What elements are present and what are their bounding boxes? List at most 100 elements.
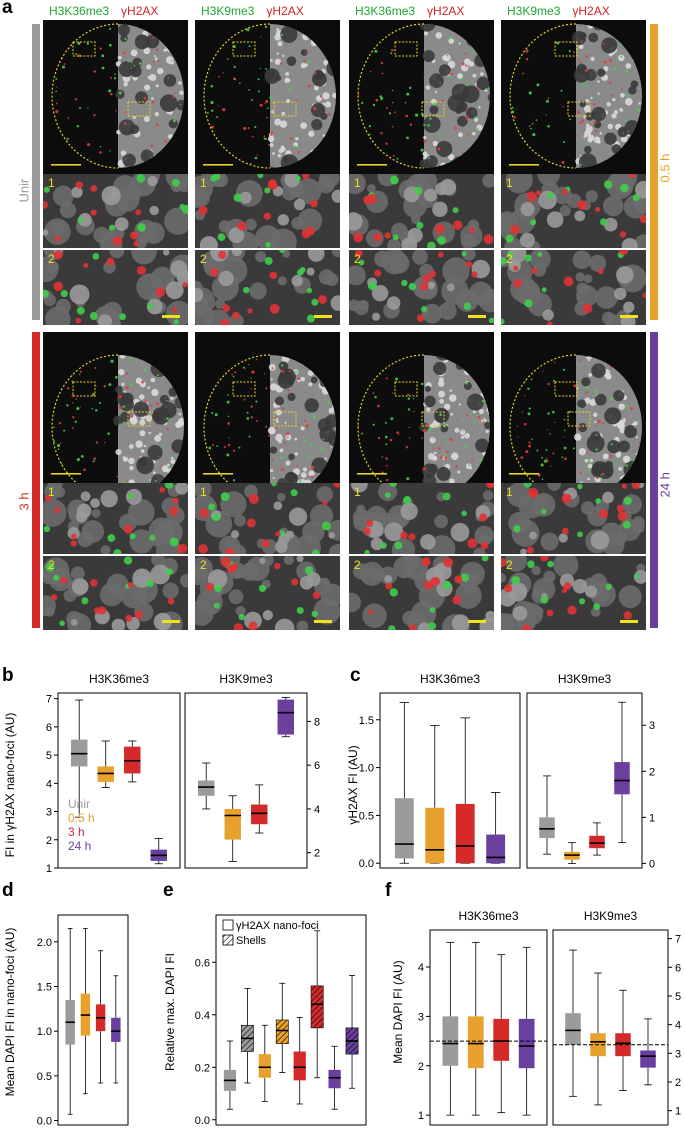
inset-zoom-1: 1 (501, 174, 646, 248)
red-channel-label: γH2AX (266, 4, 304, 18)
inset-zoom-1: 1 (349, 483, 494, 554)
y-tick-label: 0.0 (359, 858, 374, 870)
y-tick-label: 3 (649, 720, 655, 732)
panel-label-a: a (2, 0, 13, 18)
y-tick-label: 0.5 (37, 1071, 52, 1083)
subplot-title: H3K36me3 (420, 672, 480, 686)
inset-zoom-2: 2 (501, 250, 646, 325)
y-tick-label: 0.4 (195, 1010, 210, 1022)
inset-image (43, 250, 188, 325)
box (518, 1018, 535, 1069)
channel-caption: H3K9me3 γH2AX (501, 2, 646, 20)
box (111, 1017, 121, 1042)
y-tick-label: 1 (46, 863, 52, 875)
y-tick-label: 0 (649, 858, 655, 870)
panel-label-c: c (350, 665, 361, 686)
inset-image (195, 556, 340, 630)
y-tick-label: 4 (46, 778, 52, 790)
y-tick-label: 2 (314, 848, 320, 860)
inset-number: 2 (48, 558, 55, 572)
inset-zoom-1: 1 (43, 174, 188, 248)
y-tick-label: 6 (314, 760, 320, 772)
red-channel-label: γH2AX (427, 4, 465, 18)
micrograph-main (501, 332, 646, 483)
micrograph-image (509, 354, 642, 483)
inset-number: 2 (48, 252, 55, 266)
inset-zoom-2: 2 (43, 250, 188, 325)
y-tick-label: 7 (46, 694, 52, 706)
y-tick-label: 1.0 (359, 763, 374, 775)
y-tick-label: 4 (418, 962, 424, 974)
panel-label-d: d (2, 880, 14, 901)
box (455, 803, 475, 864)
inset-number: 1 (48, 176, 55, 190)
box (565, 1013, 581, 1045)
y-tick-label: 2 (418, 1061, 424, 1073)
inset-zoom-1: 1 (195, 174, 340, 248)
subplot-title: H3K36me3 (89, 672, 149, 686)
inset-image (195, 174, 340, 248)
box (293, 1051, 306, 1081)
y-tick-label: 5 (675, 991, 681, 1003)
legend-label: 0.5 h (68, 811, 95, 825)
y-axis-label: FI in γH2AX nano-foci (AU) (3, 713, 17, 858)
y-axis-label: γH2AX FI (AU) (346, 745, 360, 824)
y-tick-label: 0.5 (359, 810, 374, 822)
inset-zoom-2: 2 (195, 250, 340, 325)
y-tick-label: 2 (675, 1077, 681, 1089)
subplot-title: H3K9me3 (558, 672, 612, 686)
micrograph-main: H3K36me3 γH2AX (349, 2, 494, 174)
y-tick-label: 2 (46, 835, 52, 847)
legend-label: Unir (68, 797, 90, 811)
inset-image (501, 556, 646, 630)
micrograph-main: H3K9me3 γH2AX (501, 2, 646, 174)
box (328, 1069, 341, 1089)
y-tick-label: 1 (418, 1110, 424, 1122)
inset-zoom-2: 2 (349, 556, 494, 630)
inset-zoom-2: 2 (501, 556, 646, 630)
inset-zoom-2: 2 (43, 556, 188, 630)
legend-label: γH2AX nano-foci (236, 920, 319, 932)
inset-number: 2 (506, 252, 513, 266)
y-axis-label: Relative max. DAPI FI (163, 953, 177, 1071)
legend-label: 24 h (68, 839, 91, 853)
inset-number: 1 (506, 176, 513, 190)
box (467, 1016, 484, 1069)
y-tick-label: 3 (675, 1048, 681, 1060)
micrograph-image (203, 354, 336, 483)
y-tick-label: 1.0 (37, 1026, 52, 1038)
legend-label: 3 h (68, 825, 85, 839)
box (640, 1050, 656, 1068)
h3-bar (32, 332, 40, 628)
legend-label: Shells (236, 935, 266, 947)
h24-bar (650, 332, 658, 628)
channel-caption: H3K36me3 γH2AX (349, 2, 494, 20)
micrograph-main (43, 332, 188, 483)
inset-zoom-2: 2 (349, 250, 494, 325)
inset-image (349, 174, 494, 248)
legend-swatch-nanofoci (222, 919, 234, 931)
y-tick-label: 1 (649, 812, 655, 824)
channel-caption: H3K36me3 γH2AX (43, 2, 188, 20)
inset-zoom-1: 1 (349, 174, 494, 248)
box (486, 834, 506, 864)
micrograph-image (51, 23, 184, 169)
y-tick-label: 4 (675, 1020, 681, 1032)
inset-image (506, 483, 645, 554)
inset-number: 2 (200, 252, 207, 266)
y-tick-label: 0.0 (195, 1115, 210, 1127)
inset-number: 1 (48, 485, 55, 499)
y-axis-label: Mean DAPI FI (AU) (391, 960, 405, 1063)
inset-image (43, 483, 188, 554)
inset-number: 1 (200, 485, 207, 499)
red-channel-label: γH2AX (572, 4, 610, 18)
box-hatch (275, 1019, 289, 1044)
inset-image (501, 250, 646, 325)
y-tick-label: 6 (46, 722, 52, 734)
y-tick-label: 0.6 (195, 957, 210, 969)
subplot-title: H3K36me3 (458, 909, 518, 923)
h05-bar (650, 24, 658, 320)
y-tick-label: 3 (418, 1011, 424, 1023)
inset-zoom-2: 2 (195, 556, 340, 630)
